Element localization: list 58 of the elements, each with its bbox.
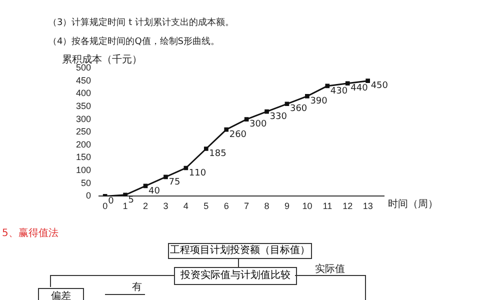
text: 5、赢得值法 [2, 226, 58, 240]
data-label: 330 [270, 112, 288, 122]
text: 实际值 [315, 262, 345, 276]
point [305, 94, 310, 98]
text: 偏差 [38, 288, 84, 300]
x-tick-label: 5 [204, 201, 209, 212]
x-tick-label: 7 [244, 201, 250, 212]
data-label: 300 [250, 120, 268, 130]
y-tick-label: 0 [86, 190, 92, 201]
x-tick-label: 12 [342, 201, 353, 212]
x-tick-label: 11 [322, 201, 332, 212]
x-tick-label: 8 [264, 201, 270, 212]
x-tick-label: 3 [163, 201, 168, 212]
point [366, 78, 370, 83]
x-tick-label: 0 [102, 201, 108, 212]
y-tick-label: 150 [76, 152, 92, 162]
y-tick-label: 200 [76, 139, 92, 150]
x-tick-label: 10 [302, 201, 312, 212]
text: （3）计算规定时间 t 计划累计支出的成本额。 [48, 16, 234, 29]
point [164, 174, 168, 180]
y-tick-label: 450 [76, 75, 92, 86]
x-tick-label: 1 [122, 201, 128, 212]
y-tick-label: 350 [76, 100, 92, 111]
point [204, 146, 208, 151]
text: 投资实际值与计划值比较 [174, 267, 297, 285]
point [224, 127, 229, 132]
text: （4）按各规定时间的Q值，绘制S形曲线。 [48, 36, 220, 48]
data-label: 75 [168, 177, 180, 188]
x-axis-title: 时间（周） [388, 198, 438, 210]
text: 有 [132, 281, 142, 294]
data-label: 110 [188, 168, 206, 178]
y-tick-label: 300 [76, 114, 92, 124]
x-tick-label: 2 [142, 201, 148, 212]
x-tick-label: 13 [362, 201, 373, 212]
point [244, 117, 249, 122]
data-label: 440 [350, 84, 368, 94]
x-tick-label: 9 [284, 201, 290, 212]
data-label: 430 [330, 86, 348, 96]
data-label: 260 [229, 130, 247, 140]
data-label: 360 [290, 104, 308, 114]
data-label: 40 [148, 186, 160, 196]
data-label: 450 [370, 81, 388, 92]
data-label: 390 [310, 96, 328, 107]
point [184, 166, 188, 170]
point [143, 184, 148, 188]
data-label: 185 [209, 149, 226, 160]
point [325, 84, 330, 88]
y-tick-label: 400 [76, 88, 92, 98]
x-tick-label: 6 [224, 201, 229, 212]
y-tick-label: 250 [76, 126, 92, 137]
point [264, 109, 269, 114]
point [284, 102, 290, 106]
y-tick-label: 50 [81, 178, 92, 188]
point [123, 192, 128, 196]
text: 工程项目计划投资额（目标值） [168, 243, 312, 259]
point [345, 81, 350, 86]
y-tick-label: 100 [76, 165, 92, 176]
x-tick-label: 4 [183, 201, 188, 212]
